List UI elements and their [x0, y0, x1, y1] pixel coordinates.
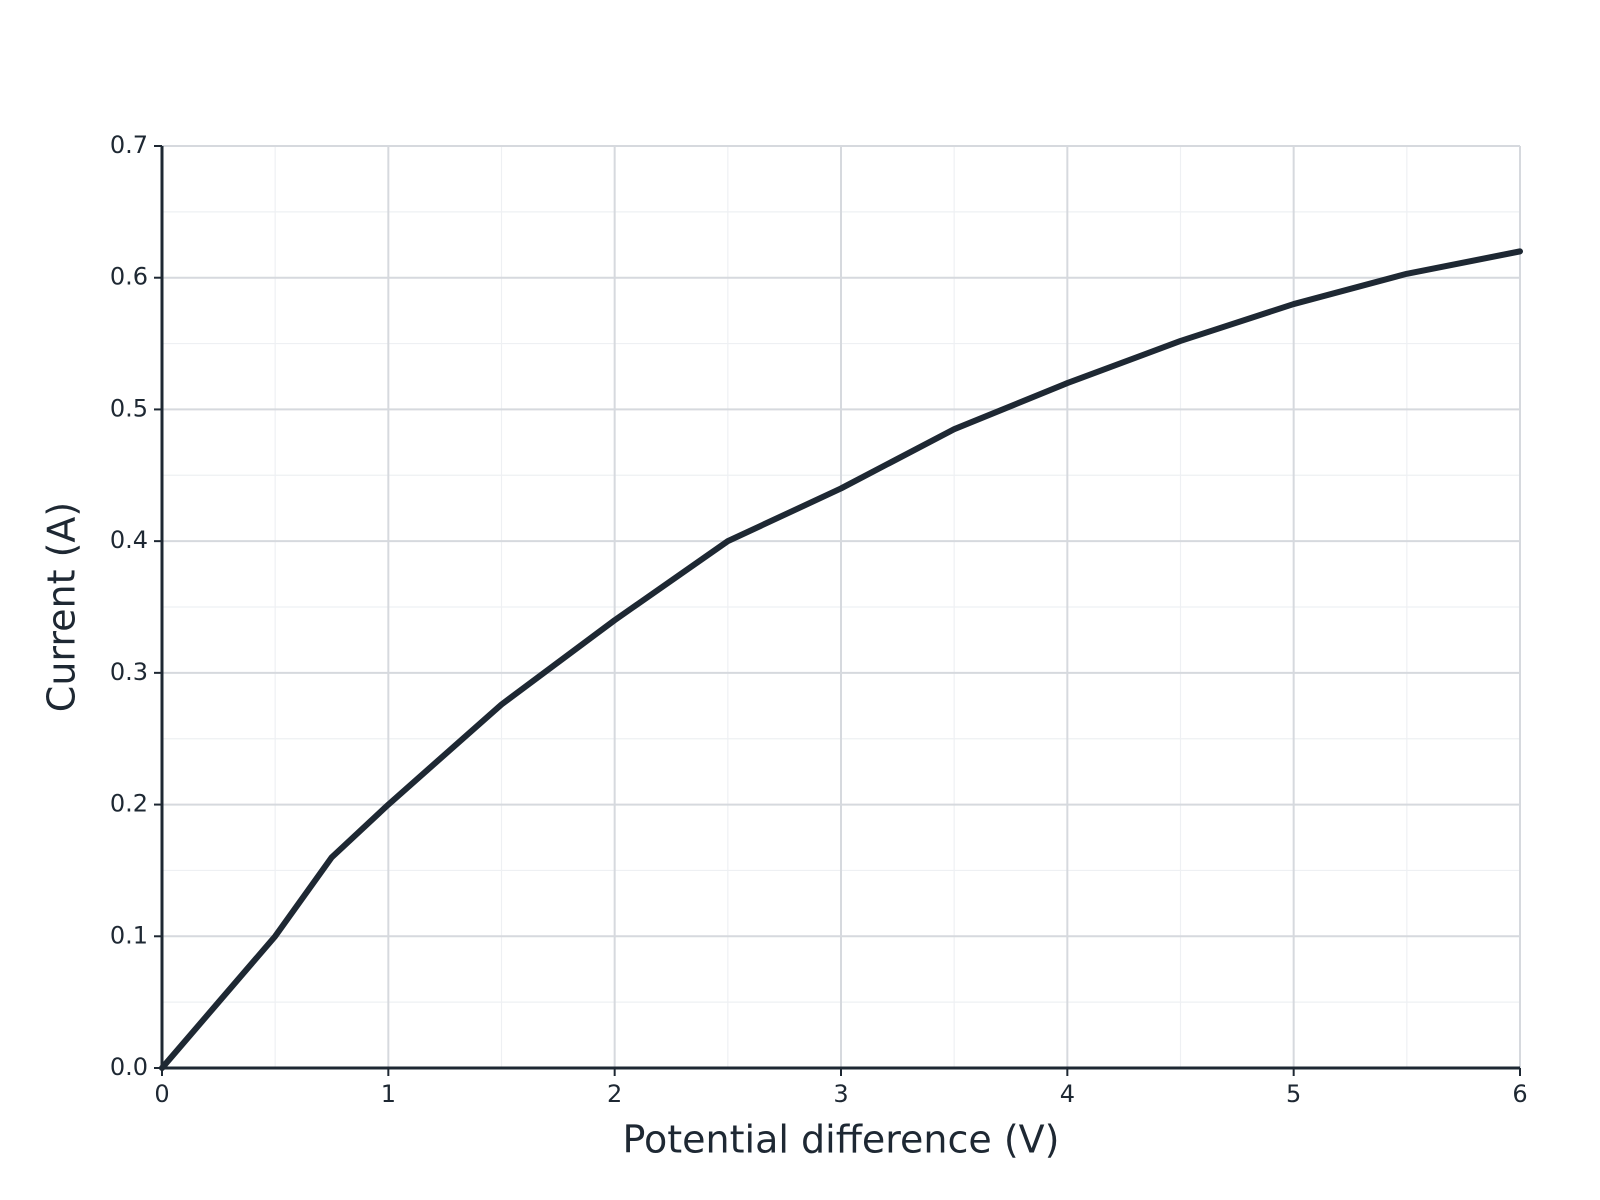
- line: [159, 248, 1523, 1071]
- y-tick-label: 0.5: [110, 394, 148, 422]
- y-tick-label: 0.1: [110, 921, 148, 949]
- x-tick-label: 5: [1286, 1080, 1301, 1108]
- y-tick-label: 0.7: [110, 131, 148, 159]
- x-tick-label: 6: [1512, 1080, 1527, 1108]
- x-tick-label: 1: [381, 1080, 396, 1108]
- y-axis-label: Current (A): [40, 502, 84, 712]
- y-tick-label: 0.3: [110, 658, 148, 686]
- y-tick-label: 0.2: [110, 790, 148, 818]
- y-tick-label: 0.6: [110, 263, 148, 291]
- x-tick-label: 0: [154, 1080, 169, 1108]
- y-tick-label: 0.4: [110, 526, 148, 554]
- x-tick-label: 4: [1060, 1080, 1075, 1108]
- x-axis-label: Potential difference (V): [622, 1118, 1059, 1162]
- y-tick-label: 0.0: [110, 1053, 148, 1081]
- x-tick-label: 2: [607, 1080, 622, 1108]
- x-tick-label: 3: [833, 1080, 848, 1108]
